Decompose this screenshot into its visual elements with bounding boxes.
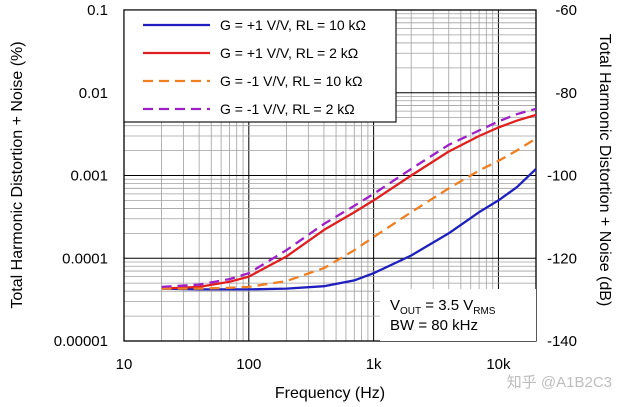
watermark: 知乎 @A1B2C3 <box>507 374 612 391</box>
y2-tick-label: -100 <box>547 168 577 185</box>
tick-labels: 10 100 1k 10k 0.1 0.01 0.001 0.0001 0.00001 -60 -8… <box>54 2 577 373</box>
y2-tick-label: -140 <box>547 333 577 350</box>
legend-label-1: G = +1 V/V, RL = 10 kΩ <box>220 17 366 33</box>
y-axis-title: Total Harmonic Distortion + Noise (%) <box>9 41 26 308</box>
series-line-3 <box>161 137 537 290</box>
y-tick-label: 0.0001 <box>62 250 108 267</box>
x-tick-label: 10 <box>116 356 133 373</box>
legend-label-2: G = +1 V/V, RL = 2 kΩ <box>220 45 358 61</box>
conditions-box-frame <box>380 289 536 341</box>
series-line-1 <box>161 168 537 291</box>
vout-note: VOUT = 3.5 VRMS <box>390 297 496 317</box>
conditions-box: VOUT = 3.5 VRMS BW = 80 kHz <box>380 289 536 341</box>
y2-tick-label: -120 <box>547 250 577 267</box>
series-layer <box>161 107 537 291</box>
legend-label-3: G = -1 V/V, RL = 10 kΩ <box>220 73 363 89</box>
legend: G = +1 V/V, RL = 10 kΩ G = +1 V/V, RL = 2… <box>123 9 397 123</box>
legend-box <box>123 9 397 123</box>
bw-note: BW = 80 kHz <box>390 317 478 334</box>
y2-tick-label: -60 <box>555 2 577 19</box>
series-line-2 <box>161 113 537 290</box>
x-tick-label: 100 <box>236 356 261 373</box>
x-tick-label: 10k <box>486 356 511 373</box>
y2-axis-title: Total Harmonic Distortion + Noise (dB) <box>596 34 613 307</box>
series-line-4 <box>161 107 537 289</box>
legend-label-4: G = -1 V/V, RL = 2 kΩ <box>220 101 355 117</box>
y-tick-label: 0.01 <box>79 85 108 102</box>
x-axis-title: Frequency (Hz) <box>275 385 385 402</box>
y-tick-label: 0.1 <box>87 2 108 19</box>
y2-tick-label: -80 <box>555 85 577 102</box>
x-tick-label: 1k <box>366 356 382 373</box>
y-tick-label: 0.001 <box>70 168 108 185</box>
y-tick-label: 0.00001 <box>54 333 108 350</box>
